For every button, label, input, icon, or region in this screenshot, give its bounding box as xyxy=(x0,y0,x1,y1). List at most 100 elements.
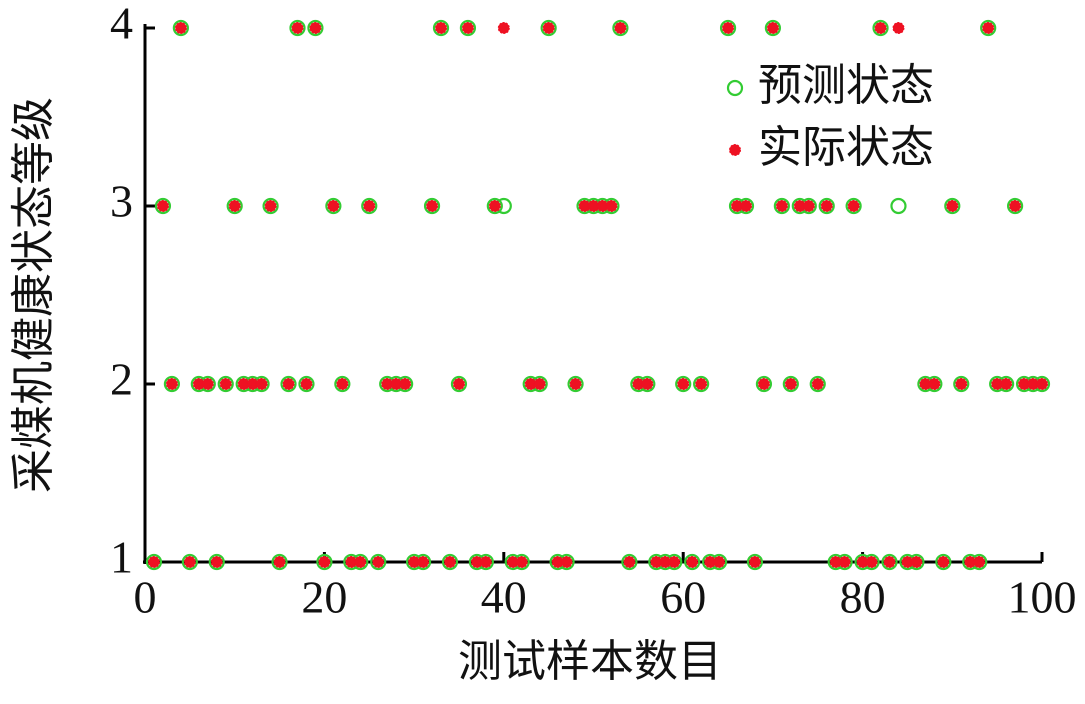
point xyxy=(953,375,970,393)
point xyxy=(318,556,331,568)
legend-marker xyxy=(726,79,744,97)
point xyxy=(488,200,501,212)
point xyxy=(370,553,387,571)
point xyxy=(417,556,430,568)
point xyxy=(946,200,959,212)
point xyxy=(935,553,952,571)
point xyxy=(1036,378,1048,390)
point xyxy=(755,375,773,393)
x-tick-label: 0 xyxy=(134,572,157,623)
point xyxy=(280,375,297,393)
point xyxy=(892,22,905,34)
point xyxy=(973,556,986,568)
point xyxy=(219,378,232,390)
point xyxy=(271,553,288,571)
point xyxy=(782,375,799,393)
point xyxy=(298,375,315,393)
point xyxy=(435,22,448,34)
point xyxy=(719,19,737,37)
point xyxy=(336,378,349,390)
point xyxy=(450,375,468,393)
point xyxy=(746,553,764,571)
point xyxy=(540,19,557,37)
point xyxy=(262,197,279,215)
point xyxy=(461,22,474,34)
point xyxy=(847,200,860,212)
point xyxy=(686,556,699,568)
point xyxy=(426,200,439,212)
point xyxy=(693,375,710,393)
y-tick-label: 3 xyxy=(110,176,133,227)
point xyxy=(838,556,851,568)
point xyxy=(372,556,385,568)
point xyxy=(621,553,638,571)
point xyxy=(668,556,681,568)
point xyxy=(569,378,582,390)
point xyxy=(515,556,528,568)
point xyxy=(695,378,708,390)
point xyxy=(486,197,503,215)
point xyxy=(479,556,492,568)
point xyxy=(872,19,889,37)
point xyxy=(605,200,618,212)
legend-marker xyxy=(729,144,741,156)
point xyxy=(325,197,342,215)
point xyxy=(542,22,555,34)
point xyxy=(722,22,735,34)
point xyxy=(226,197,243,215)
point xyxy=(684,553,701,571)
point xyxy=(748,556,761,568)
point xyxy=(327,200,340,212)
point xyxy=(181,553,198,571)
point xyxy=(883,556,896,568)
legend-label: 预测状态 xyxy=(758,60,934,111)
y-tick-label: 2 xyxy=(110,354,133,405)
point xyxy=(845,197,862,215)
point xyxy=(423,197,441,215)
point xyxy=(910,556,923,568)
point xyxy=(156,200,169,212)
point xyxy=(432,19,450,37)
point xyxy=(739,200,752,212)
point xyxy=(273,556,286,568)
point xyxy=(937,556,950,568)
point xyxy=(980,19,997,37)
point xyxy=(354,556,367,568)
y-axis-label: 采煤机健康状态等级 xyxy=(8,97,59,493)
point xyxy=(802,200,815,212)
point xyxy=(881,553,898,571)
point xyxy=(228,200,241,212)
point xyxy=(217,375,234,393)
point xyxy=(533,378,546,390)
point xyxy=(1006,197,1024,215)
point xyxy=(612,19,629,37)
point xyxy=(818,197,835,215)
point xyxy=(944,197,961,215)
y-tick-label: 1 xyxy=(110,532,133,583)
point xyxy=(757,378,770,390)
point xyxy=(210,556,223,568)
point xyxy=(282,378,295,390)
point xyxy=(874,22,887,34)
point xyxy=(145,553,163,571)
point xyxy=(1009,200,1022,212)
point xyxy=(764,19,782,37)
point xyxy=(264,200,277,212)
point xyxy=(784,378,797,390)
point xyxy=(307,19,324,37)
point xyxy=(567,375,584,393)
point xyxy=(289,19,306,37)
point xyxy=(675,375,692,393)
point xyxy=(361,197,378,215)
point xyxy=(443,556,456,568)
x-tick-label: 60 xyxy=(660,572,706,623)
point xyxy=(766,22,779,34)
point xyxy=(459,19,477,37)
point xyxy=(865,556,878,568)
point xyxy=(172,19,189,37)
point xyxy=(773,197,790,215)
point xyxy=(441,553,459,571)
point xyxy=(208,553,225,571)
point xyxy=(890,197,907,215)
